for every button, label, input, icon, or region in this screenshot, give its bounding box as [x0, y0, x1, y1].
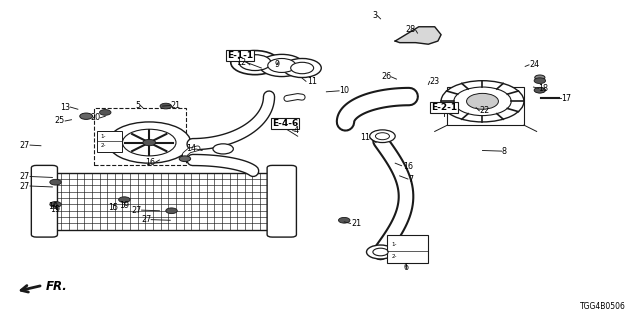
Text: 27: 27 [131, 206, 141, 215]
Circle shape [441, 81, 524, 122]
Text: E-2-1: E-2-1 [431, 103, 458, 112]
Bar [94, 108, 186, 165]
Text: 24: 24 [529, 60, 539, 69]
Text: 27: 27 [20, 140, 30, 149]
FancyBboxPatch shape [267, 165, 296, 237]
Circle shape [367, 245, 394, 259]
Text: 13: 13 [60, 102, 70, 112]
Circle shape [535, 88, 545, 93]
Text: 19: 19 [119, 201, 129, 210]
Circle shape [213, 144, 234, 154]
Text: 7: 7 [408, 174, 413, 184]
Text: 21: 21 [352, 219, 362, 228]
Circle shape [259, 54, 304, 76]
Text: E-1-1: E-1-1 [227, 51, 253, 60]
Text: 9: 9 [274, 60, 279, 69]
Circle shape [80, 113, 93, 119]
Text: 5: 5 [135, 101, 140, 110]
Circle shape [268, 59, 296, 72]
FancyBboxPatch shape [31, 165, 58, 237]
Circle shape [454, 87, 511, 116]
Bar [46, 173, 275, 230]
Circle shape [534, 78, 545, 84]
Text: FR.: FR. [46, 280, 68, 293]
Circle shape [143, 140, 156, 146]
Circle shape [160, 103, 172, 109]
Text: 1-: 1- [392, 242, 397, 247]
Text: 12: 12 [237, 58, 246, 67]
Text: 14: 14 [186, 144, 196, 153]
Circle shape [339, 217, 350, 223]
Text: 1-: 1- [100, 134, 106, 139]
Text: 11: 11 [360, 133, 370, 142]
Circle shape [166, 208, 177, 214]
Text: 27: 27 [20, 172, 30, 181]
Text: 6: 6 [404, 263, 408, 272]
Circle shape [283, 59, 321, 77]
Text: 27: 27 [141, 215, 151, 224]
Circle shape [535, 75, 545, 80]
Bar [97, 132, 122, 152]
Circle shape [376, 133, 390, 140]
Text: 16: 16 [403, 162, 413, 171]
Text: 20: 20 [90, 113, 100, 122]
Text: 19: 19 [51, 205, 61, 214]
Text: 17: 17 [561, 94, 571, 103]
Text: 4: 4 [293, 126, 298, 135]
Text: 26: 26 [381, 72, 392, 81]
Text: 8: 8 [502, 147, 507, 156]
Text: E-4-6: E-4-6 [272, 119, 298, 128]
Circle shape [373, 248, 388, 256]
Circle shape [100, 109, 111, 115]
Text: 27: 27 [20, 181, 30, 190]
Circle shape [108, 122, 191, 163]
Text: 15: 15 [108, 203, 118, 212]
Text: 2-: 2- [100, 143, 106, 148]
Circle shape [179, 156, 191, 162]
Circle shape [50, 202, 61, 207]
Circle shape [118, 197, 130, 203]
Circle shape [231, 51, 279, 75]
Text: 19: 19 [49, 202, 59, 211]
Circle shape [467, 93, 499, 109]
Text: 18: 18 [539, 84, 548, 93]
Circle shape [370, 130, 395, 142]
Circle shape [534, 87, 545, 93]
Text: 23: 23 [429, 77, 440, 86]
Polygon shape [395, 27, 441, 44]
Bar [387, 235, 428, 263]
Text: 10: 10 [339, 86, 349, 95]
Circle shape [239, 55, 271, 70]
Bar [447, 87, 524, 125]
Text: 16: 16 [145, 158, 156, 167]
Text: 25: 25 [55, 116, 65, 125]
Text: 11: 11 [307, 77, 317, 86]
Text: 2-: 2- [392, 254, 397, 259]
Text: 3: 3 [372, 11, 378, 20]
Text: TGG4B0506: TGG4B0506 [580, 302, 626, 311]
Circle shape [50, 179, 61, 185]
Text: 28: 28 [406, 25, 415, 35]
Circle shape [122, 129, 176, 156]
Text: 21: 21 [170, 101, 180, 110]
Circle shape [291, 62, 314, 74]
Text: 22: 22 [479, 106, 490, 115]
